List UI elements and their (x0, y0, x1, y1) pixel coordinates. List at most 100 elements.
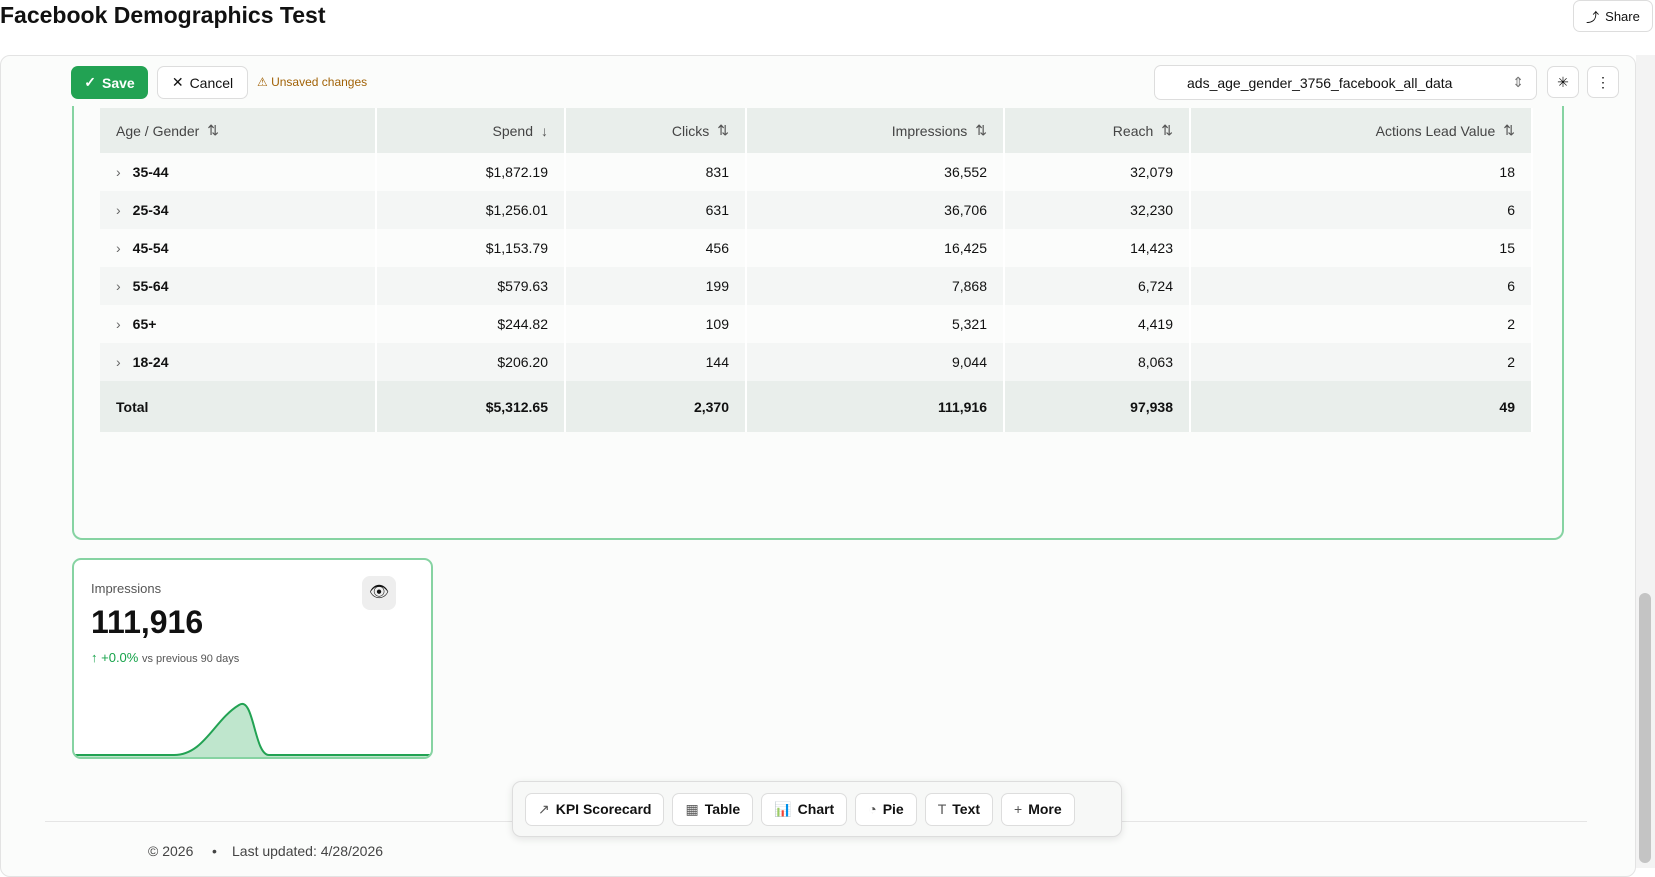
table-cell: 16,425 (747, 229, 1005, 267)
cell-text: 15 (1499, 240, 1515, 256)
expand-icon[interactable]: › (116, 316, 121, 332)
table-cell: 9,044 (747, 343, 1005, 381)
table-cell: › 18-24 (100, 343, 377, 381)
cell-text: 831 (705, 164, 729, 180)
cancel-label: Cancel (189, 74, 234, 91)
table-cell[interactable]: Actions Lead Value ⇅ (1191, 108, 1533, 153)
table-cell[interactable]: Clicks ⇅ (566, 108, 747, 153)
table-row: › 65+ $244.82 109 5,321 4,419 2 (100, 305, 1533, 343)
cell-text: $1,872.19 (485, 164, 548, 180)
cell-text: 6 (1507, 202, 1515, 218)
cell-text: Total (116, 398, 149, 415)
sort-icon: ⇅ (975, 122, 987, 138)
cell-text: Age / Gender (116, 122, 200, 139)
table-cell: 5,321 (747, 305, 1005, 343)
cell-text: 97,938 (1130, 398, 1173, 415)
table-cell: 2,370 (566, 381, 747, 432)
add-widget-button[interactable]: + More (1001, 792, 1075, 826)
add-widget-button[interactable]: 📊 Chart (761, 792, 848, 826)
sort-icon: ⇅ (207, 122, 220, 138)
table-cell: Total (100, 381, 377, 432)
visibility-button[interactable]: 👁 (362, 576, 396, 610)
sparkline-line (74, 702, 431, 756)
add-widget-button[interactable]: ↗ KPI Scorecard (525, 792, 665, 826)
unsaved-label: Unsaved changes (271, 75, 368, 89)
table-cell: 109 (566, 305, 747, 343)
table-cell: $5,312.65 (377, 381, 566, 432)
cell-text: Spend (492, 122, 533, 139)
add-widget-button[interactable]: T Text (924, 792, 994, 826)
cell-text: 199 (705, 278, 729, 294)
kpi-change-text: +0.0% (101, 650, 139, 665)
table-cell[interactable]: Impressions ⇅ (747, 108, 1005, 153)
cell-text: 4,419 (1137, 316, 1173, 332)
cell-text: 7,868 (951, 278, 987, 294)
table-cell[interactable]: Spend ↓ (377, 108, 566, 153)
table-row: › 45-54 $1,153.79 456 16,425 14,423 15 (100, 229, 1533, 267)
cell-text: Clicks (671, 122, 710, 139)
cell-text: 55-64 (132, 278, 169, 294)
table-header: Age / Gender ⇅ Spend ↓ Clicks ⇅ Impressions ⇅ Re… (100, 108, 1533, 153)
add-widget-button[interactable]: ◔ Pie (855, 792, 917, 826)
table-row: › 35-44 $1,872.19 831 36,552 32,079 18 (100, 153, 1533, 191)
sort-icon: ⇅ (1503, 122, 1515, 138)
kpi-comparison: vs previous 90 days (141, 653, 240, 665)
button-label: KPI Scorecard (555, 801, 652, 817)
button-label: Pie (882, 801, 904, 817)
button-label: Table (704, 801, 741, 817)
sort-icon: ↓ (541, 122, 548, 139)
cell-text: 36,552 (944, 164, 987, 180)
table-row: › 25-34 $1,256.01 631 36,706 32,230 6 (100, 191, 1533, 229)
footer-updated: Last updated: 4/28/2026 (232, 843, 384, 859)
expand-icon[interactable]: › (116, 240, 121, 256)
table-cell[interactable]: Reach ⇅ (1005, 108, 1191, 153)
table-cell: 32,230 (1005, 191, 1191, 229)
add-widget-button[interactable]: ▦ Table (672, 792, 754, 826)
menu-button[interactable]: ⋮ (1587, 66, 1619, 98)
table-cell: $206.20 (377, 343, 566, 381)
page-title: Facebook Demographics Test (0, 2, 326, 28)
table-row: › 18-24 $206.20 144 9,044 8,063 2 (100, 343, 1533, 381)
share-button[interactable]: ⤴ Share (1573, 0, 1653, 32)
button-icon: 📊 (774, 800, 792, 817)
table-cell: › 35-44 (100, 153, 377, 191)
table-cell: $1,153.79 (377, 229, 566, 267)
cell-text: 18-24 (132, 354, 169, 370)
expand-icon[interactable]: › (116, 164, 121, 180)
cell-text: 45-54 (132, 240, 169, 256)
expand-icon[interactable]: › (116, 202, 121, 218)
table-cell: 18 (1191, 153, 1533, 191)
table-cell: 111,916 (747, 381, 1005, 432)
cell-text: 25-34 (132, 202, 169, 218)
table-cell: › 55-64 (100, 267, 377, 305)
table-cell: $244.82 (377, 305, 566, 343)
table-cell: 15 (1191, 229, 1533, 267)
cell-text: $5,312.65 (485, 398, 548, 415)
sparkline (74, 702, 431, 757)
table-cell: 831 (566, 153, 747, 191)
table-cell: 32,079 (1005, 153, 1191, 191)
scroll-thumb[interactable] (1639, 593, 1651, 863)
cell-text: 2,370 (693, 398, 729, 415)
table-cell: $1,872.19 (377, 153, 566, 191)
expand-icon[interactable]: › (116, 354, 121, 370)
table-cell[interactable]: Age / Gender ⇅ (100, 108, 377, 153)
cell-text: 18 (1499, 164, 1515, 180)
unsaved-notice: ⚠ Unsaved changes (257, 75, 368, 89)
save-button[interactable]: ✓ Save (71, 66, 148, 99)
datasource-select[interactable]: ads_age_gender_3756_facebook_all_data ⇕ (1154, 65, 1537, 100)
kpi-card: Impressions 111,916 ↑ +0.0% vs previous … (72, 558, 433, 759)
table-cell: 36,706 (747, 191, 1005, 229)
expand-icon[interactable]: › (116, 278, 121, 294)
cell-text: Impressions (891, 122, 968, 139)
cell-text: $1,153.79 (485, 240, 548, 256)
table-cell: 199 (566, 267, 747, 305)
button-icon: T (937, 801, 947, 817)
data-table: Age / Gender ⇅ Spend ↓ Clicks ⇅ Impressions ⇅ Re… (100, 108, 1533, 432)
cancel-button[interactable]: ✕ Cancel (157, 66, 248, 99)
datasource-label: ads_age_gender_3756_facebook_all_data (1187, 74, 1453, 91)
table-cell: 6,724 (1005, 267, 1191, 305)
ai-button[interactable]: ✳ (1547, 66, 1579, 98)
table-cell: 456 (566, 229, 747, 267)
table-cell: 144 (566, 343, 747, 381)
